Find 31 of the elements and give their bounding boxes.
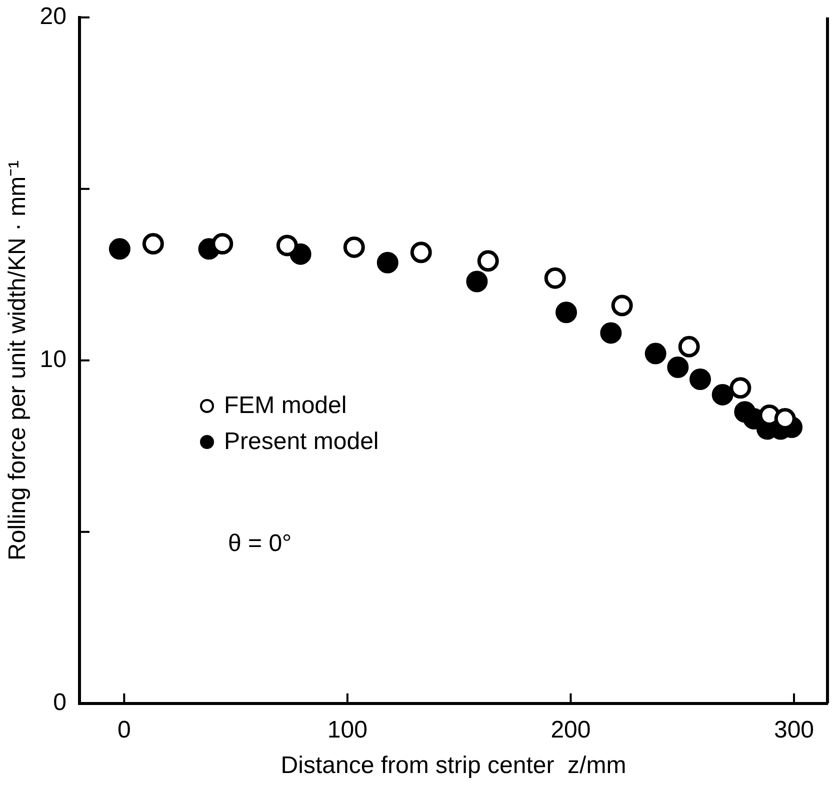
- point: [678, 336, 700, 358]
- point: [611, 294, 633, 316]
- point: [689, 368, 711, 390]
- point: [108, 238, 130, 260]
- point: [477, 250, 499, 272]
- point: [667, 356, 689, 378]
- point: [712, 384, 734, 406]
- point: [212, 233, 234, 255]
- legend-label: Present model: [224, 427, 379, 457]
- point: [142, 233, 164, 255]
- point: [276, 234, 298, 256]
- point: [466, 270, 488, 292]
- x-tick-label: 0: [117, 716, 131, 744]
- point: [556, 302, 578, 324]
- x-axis-title: Distance from strip center z/mm: [280, 752, 626, 780]
- y-tick-label: 20: [40, 3, 66, 30]
- point: [600, 322, 622, 344]
- x-tick-label: 300: [774, 716, 814, 744]
- point: [376, 252, 398, 274]
- y-axis-title: Rolling force per unit width/KN · mm⁻¹: [4, 160, 32, 560]
- x-tick-label: 200: [550, 716, 591, 744]
- point: [343, 236, 365, 258]
- legend-label: FEM model: [224, 391, 347, 421]
- point: [410, 242, 432, 264]
- annotation: θ = 0°: [228, 530, 292, 558]
- y-tick-label: 0: [53, 689, 66, 716]
- point: [730, 377, 752, 399]
- x-tick-label: 100: [327, 716, 368, 744]
- y-tick-label: 10: [40, 346, 66, 374]
- point: [644, 342, 666, 364]
- point: [544, 267, 566, 289]
